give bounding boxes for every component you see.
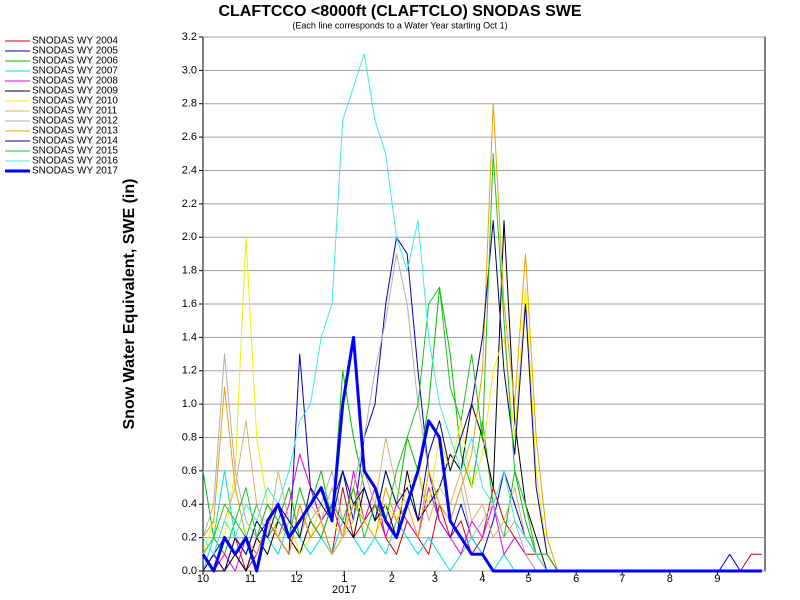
y-tick-label: 2.4 <box>182 164 197 176</box>
y-tick-label: 0.8 <box>182 431 197 443</box>
legend-label: SNODAS WY 2011 <box>32 106 118 117</box>
y-tick-label: 2.2 <box>182 198 197 210</box>
y-tick-label: 0.6 <box>182 465 197 477</box>
x-tick-label: 7 <box>619 573 625 585</box>
x-tick-label: 10 <box>197 573 209 585</box>
y-tick-label: 1.8 <box>182 265 197 277</box>
x-tick-label: 12 <box>291 573 303 585</box>
legend-label: SNODAS WY 2006 <box>32 56 118 67</box>
legend-label: SNODAS WY 2012 <box>32 116 118 127</box>
y-tick-label: 0.4 <box>182 498 197 510</box>
chart-subtitle: (Each line corresponds to a Water Year s… <box>292 20 507 30</box>
y-tick-label: 0.0 <box>182 565 197 577</box>
x-tick-label: 1 <box>341 573 347 585</box>
legend-label: SNODAS WY 2009 <box>32 86 118 97</box>
y-tick-label: 1.6 <box>182 298 197 310</box>
legend-label: SNODAS WY 2010 <box>32 96 118 107</box>
y-tick-label: 1.2 <box>182 365 197 377</box>
y-tick-label: 0.2 <box>182 532 197 544</box>
legend-label: SNODAS WY 2016 <box>32 156 118 167</box>
y-tick-label: 2.6 <box>182 131 197 143</box>
y-tick-label: 2.8 <box>182 98 197 110</box>
x-tick-label: 3 <box>432 573 438 585</box>
y-tick-label: 1.4 <box>182 331 197 343</box>
y-tick-label: 3.2 <box>182 31 197 43</box>
legend-label: SNODAS WY 2004 <box>32 36 118 47</box>
x-tick-label: 2 <box>389 573 395 585</box>
legend-label: SNODAS WY 2015 <box>32 146 118 157</box>
x-tick-label: 5 <box>525 573 531 585</box>
chart-title: CLAFTCCO <8000ft (CLAFTCLO) SNODAS SWE <box>218 3 581 20</box>
series-line <box>201 335 762 573</box>
legend-label: SNODAS WY 2013 <box>32 126 118 137</box>
legend-label: SNODAS WY 2008 <box>32 76 118 87</box>
y-tick-label: 1.0 <box>182 398 197 410</box>
x-tick-label: 6 <box>573 573 579 585</box>
legend-label: SNODAS WY 2005 <box>32 46 118 57</box>
legend-label: SNODAS WY 2017 <box>32 166 118 177</box>
legend-label: SNODAS WY 2014 <box>32 136 118 147</box>
y-axis-label: Snow Water Equivalent, SWE (in) <box>121 179 138 430</box>
x-tick-label: 11 <box>245 573 256 585</box>
year-label: 2017 <box>332 584 356 596</box>
y-tick-label: 2.0 <box>182 231 197 243</box>
x-tick-label: 8 <box>667 573 673 585</box>
x-tick-label: 4 <box>479 573 485 585</box>
x-tick-label: 9 <box>714 573 720 585</box>
y-tick-label: 3.0 <box>182 64 197 76</box>
legend-label: SNODAS WY 2007 <box>32 66 118 77</box>
